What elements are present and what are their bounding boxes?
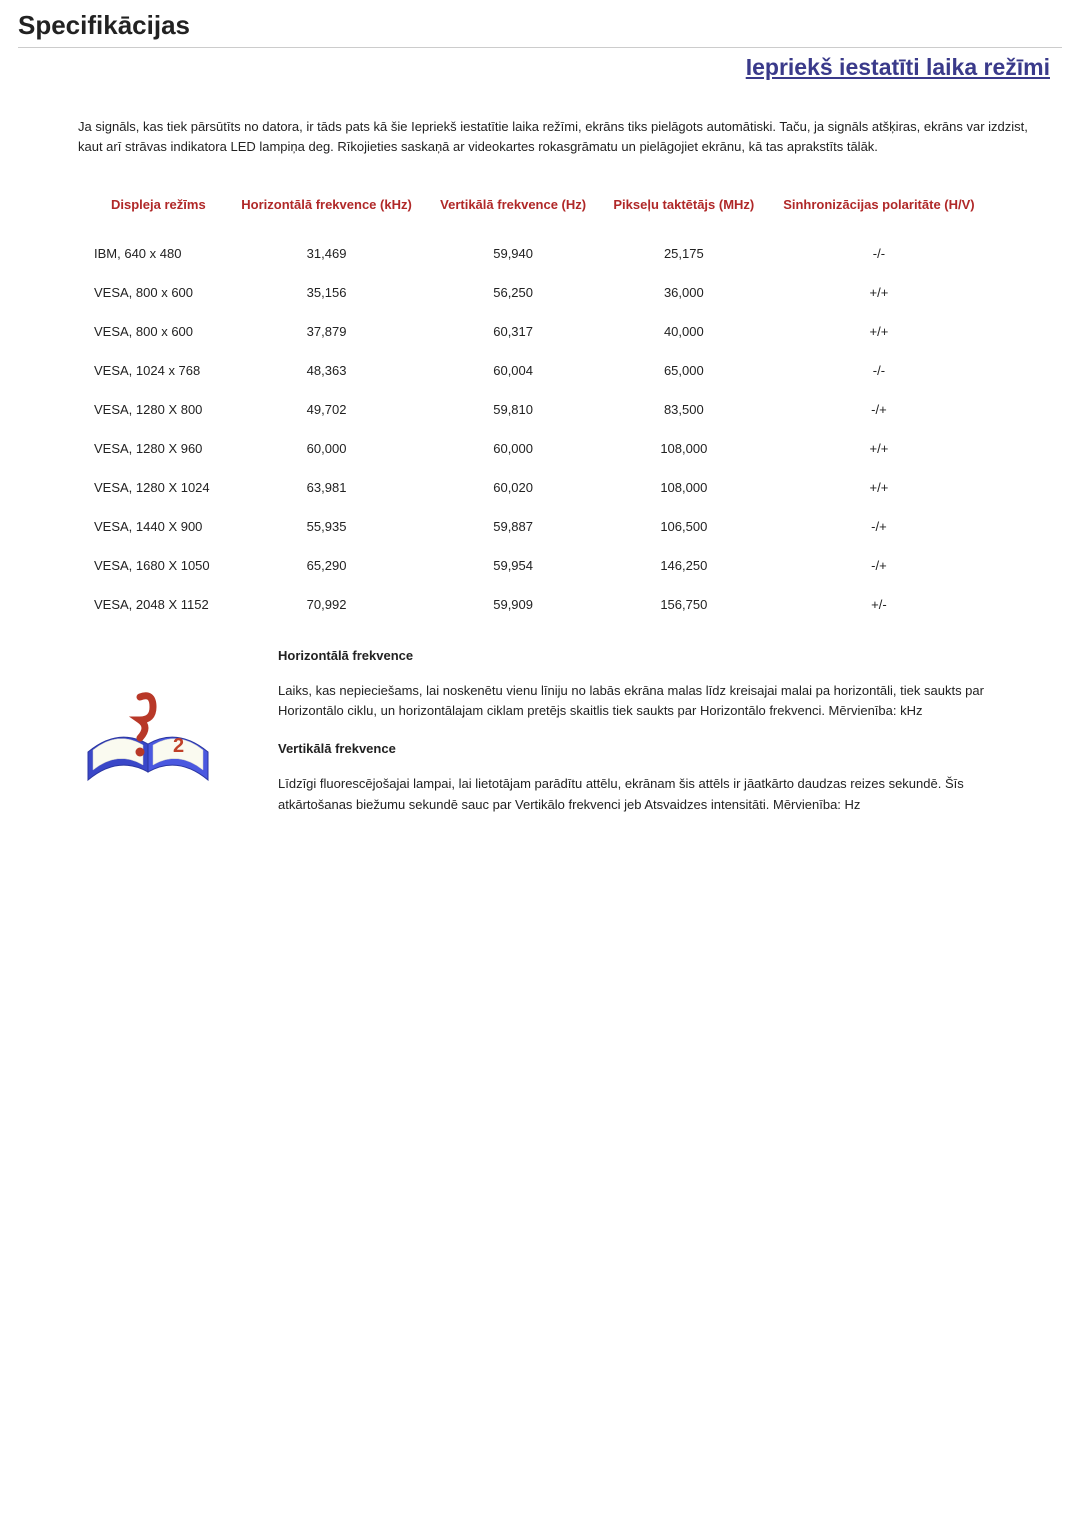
vf-heading: Vertikālā frekvence: [278, 741, 1022, 756]
cell-vfreq: 59,887: [426, 507, 599, 546]
cell-vfreq: 59,909: [426, 585, 599, 624]
cell-pixel: 36,000: [600, 273, 768, 312]
cell-mode: VESA, 1280 X 1024: [90, 468, 227, 507]
cell-sync: +/-: [768, 585, 990, 624]
table-row: VESA, 1024 x 76848,36360,00465,000-/-: [90, 351, 990, 390]
cell-sync: -/-: [768, 234, 990, 273]
cell-hfreq: 65,290: [227, 546, 427, 585]
table-row: VESA, 800 x 60037,87960,31740,000+/+: [90, 312, 990, 351]
cell-pixel: 146,250: [600, 546, 768, 585]
intro-paragraph: Ja signāls, kas tiek pārsūtīts no datora…: [18, 117, 1062, 156]
cell-mode: VESA, 1440 X 900: [90, 507, 227, 546]
cell-vfreq: 60,317: [426, 312, 599, 351]
cell-vfreq: 56,250: [426, 273, 599, 312]
cell-sync: -/+: [768, 390, 990, 429]
cell-mode: VESA, 1680 X 1050: [90, 546, 227, 585]
cell-mode: VESA, 1024 x 768: [90, 351, 227, 390]
svg-text:2: 2: [173, 735, 184, 757]
cell-vfreq: 59,954: [426, 546, 599, 585]
cell-mode: VESA, 1280 X 800: [90, 390, 227, 429]
table-row: VESA, 1440 X 90055,93559,887106,500-/+: [90, 507, 990, 546]
cell-mode: VESA, 2048 X 1152: [90, 585, 227, 624]
cell-sync: -/+: [768, 546, 990, 585]
cell-hfreq: 70,992: [227, 585, 427, 624]
cell-pixel: 108,000: [600, 429, 768, 468]
table-row: VESA, 1280 X 96060,00060,000108,000+/+: [90, 429, 990, 468]
col-mode: Displeja režīms: [90, 186, 227, 234]
table-row: IBM, 640 x 48031,46959,94025,175-/-: [90, 234, 990, 273]
table-row: VESA, 1280 X 102463,98160,020108,000+/+: [90, 468, 990, 507]
col-sync: Sinhronizācijas polaritāte (H/V): [768, 186, 990, 234]
cell-pixel: 83,500: [600, 390, 768, 429]
cell-pixel: 156,750: [600, 585, 768, 624]
table-row: VESA, 800 x 60035,15656,25036,000+/+: [90, 273, 990, 312]
col-pixel: Pikseļu taktētājs (MHz): [600, 186, 768, 234]
table-header-row: Displeja režīms Horizontālā frekvence (k…: [90, 186, 990, 234]
section-title: Iepriekš iestatīti laika režīmi: [18, 54, 1062, 81]
cell-sync: +/+: [768, 312, 990, 351]
page-title: Specifikācijas: [18, 10, 1062, 48]
cell-hfreq: 48,363: [227, 351, 427, 390]
cell-sync: +/+: [768, 468, 990, 507]
cell-mode: IBM, 640 x 480: [90, 234, 227, 273]
cell-sync: +/+: [768, 429, 990, 468]
cell-mode: VESA, 1280 X 960: [90, 429, 227, 468]
cell-vfreq: 60,000: [426, 429, 599, 468]
cell-mode: VESA, 800 x 600: [90, 273, 227, 312]
hf-heading: Horizontālā frekvence: [278, 648, 1022, 663]
info-block: 2 Horizontālā frekvence Laiks, kas nepie…: [18, 642, 1062, 835]
cell-pixel: 108,000: [600, 468, 768, 507]
cell-vfreq: 59,940: [426, 234, 599, 273]
cell-pixel: 65,000: [600, 351, 768, 390]
vf-text: Līdzīgi fluorescējošajai lampai, lai lie…: [278, 774, 1022, 814]
cell-hfreq: 31,469: [227, 234, 427, 273]
timing-table: Displeja režīms Horizontālā frekvence (k…: [90, 186, 990, 624]
cell-pixel: 106,500: [600, 507, 768, 546]
cell-hfreq: 37,879: [227, 312, 427, 351]
cell-hfreq: 60,000: [227, 429, 427, 468]
col-hfreq: Horizontālā frekvence (kHz): [227, 186, 427, 234]
cell-hfreq: 55,935: [227, 507, 427, 546]
table-row: VESA, 2048 X 115270,99259,909156,750+/-: [90, 585, 990, 624]
cell-hfreq: 63,981: [227, 468, 427, 507]
cell-vfreq: 60,004: [426, 351, 599, 390]
cell-hfreq: 35,156: [227, 273, 427, 312]
cell-pixel: 25,175: [600, 234, 768, 273]
table-row: VESA, 1680 X 105065,29059,954146,250-/+: [90, 546, 990, 585]
cell-sync: +/+: [768, 273, 990, 312]
table-row: VESA, 1280 X 80049,70259,81083,500-/+: [90, 390, 990, 429]
cell-mode: VESA, 800 x 600: [90, 312, 227, 351]
cell-sync: -/-: [768, 351, 990, 390]
book-illustration-icon: 2: [78, 642, 238, 835]
cell-vfreq: 59,810: [426, 390, 599, 429]
col-vfreq: Vertikālā frekvence (Hz): [426, 186, 599, 234]
cell-vfreq: 60,020: [426, 468, 599, 507]
cell-sync: -/+: [768, 507, 990, 546]
cell-pixel: 40,000: [600, 312, 768, 351]
hf-text: Laiks, kas nepieciešams, lai noskenētu v…: [278, 681, 1022, 721]
cell-hfreq: 49,702: [227, 390, 427, 429]
